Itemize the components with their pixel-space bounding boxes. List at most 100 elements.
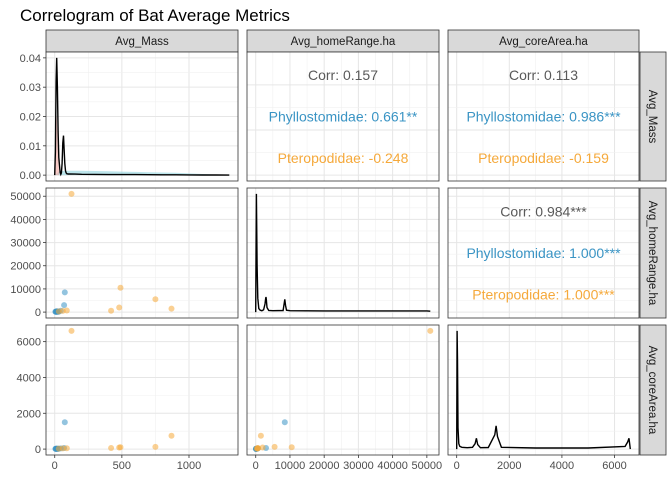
point-pteropodidae-1-0-5 bbox=[116, 304, 123, 311]
x-tick-label-2-1: 2000 bbox=[497, 460, 521, 472]
panel-border-0-2 bbox=[447, 51, 640, 182]
panel-background bbox=[46, 188, 238, 318]
panel-border-2-0 bbox=[45, 324, 239, 456]
panel-0-1 bbox=[247, 52, 439, 181]
panel-2-1 bbox=[247, 325, 439, 455]
panel-border-0-1 bbox=[246, 51, 440, 182]
panel-background bbox=[247, 188, 439, 318]
y-tick-label-0-3: 0.03 bbox=[20, 82, 41, 94]
point-phyllostomidae-1-0-10 bbox=[61, 302, 68, 309]
panel-background bbox=[448, 325, 639, 455]
row-strip-0 bbox=[639, 51, 667, 182]
panel-0-0 bbox=[46, 52, 238, 181]
correlation-text-1-2-2: Pteropodidae: 1.000*** bbox=[472, 287, 615, 303]
y-tick-label-2-3: 6000 bbox=[17, 337, 41, 349]
point-pteropodidae-2-1-5 bbox=[259, 444, 266, 451]
point-pteropodidae-1-0-4 bbox=[108, 307, 115, 314]
point-pteropodidae-1-0-2 bbox=[63, 307, 70, 314]
point-pteropodidae-2-1-7 bbox=[271, 443, 278, 450]
panel-background bbox=[46, 325, 238, 455]
row-strip-label-2: Avg_coreArea.ha bbox=[646, 346, 658, 435]
column-strip-label-1: Avg_homeRange.ha bbox=[291, 36, 396, 48]
row-strip-label-1: Avg_homeRange.ha bbox=[646, 201, 658, 306]
x-tick-label-0-0: 0 bbox=[52, 460, 58, 472]
panel-2-0 bbox=[46, 325, 238, 455]
y-tick-label-2-0: 0 bbox=[35, 444, 41, 456]
panel-1-0 bbox=[46, 188, 238, 318]
panel-1-2 bbox=[448, 188, 639, 318]
density-line-avg-mass bbox=[54, 57, 230, 177]
point-pteropodidae-1-0-7 bbox=[152, 296, 159, 303]
correlation-text-1-2-1: Phyllostomidae: 1.000*** bbox=[466, 245, 621, 261]
row-strip-1 bbox=[639, 187, 667, 319]
point-pteropodidae-2-1-3 bbox=[427, 327, 434, 334]
y-tick-label-1-4: 40000 bbox=[10, 214, 41, 226]
point-pteropodidae-2-1-4 bbox=[254, 445, 261, 451]
row-strip-2 bbox=[639, 324, 667, 456]
panel-background bbox=[448, 52, 639, 181]
x-tick-label-1-4: 40000 bbox=[377, 460, 408, 472]
row-strip-label-0: Avg_Mass bbox=[646, 90, 658, 144]
correlation-text-0-2-1: Phyllostomidae: 0.986*** bbox=[466, 109, 621, 125]
point-pteropodidae-1-0-3 bbox=[68, 190, 75, 197]
point-pteropodidae-2-0-6 bbox=[117, 444, 124, 451]
point-pteropodidae-1-0-8 bbox=[168, 305, 175, 312]
panel-background bbox=[247, 52, 439, 181]
correlation-text-0-2-0: Corr: 0.113 bbox=[509, 67, 578, 83]
point-phyllostomidae-1-0-11 bbox=[61, 289, 68, 296]
x-tick-label-2-2: 4000 bbox=[550, 460, 574, 472]
point-pteropodidae-1-0-6 bbox=[117, 284, 124, 291]
density-line-avg-homerange bbox=[255, 193, 431, 313]
y-tick-label-0-0: 0.00 bbox=[20, 170, 41, 182]
y-tick-label-1-3: 30000 bbox=[10, 238, 41, 250]
x-tick-label-1-3: 30000 bbox=[343, 460, 374, 472]
point-phyllostomidae-2-1-11 bbox=[281, 419, 288, 426]
panel-border-1-1 bbox=[246, 187, 440, 319]
x-tick-label-2-0: 0 bbox=[454, 460, 460, 472]
y-tick-label-1-0: 0 bbox=[35, 307, 41, 319]
point-pteropodidae-2-0-4 bbox=[108, 445, 115, 451]
panel-grid: Avg_Mass Avg_homeRange.ha Avg_coreArea.ha A… bbox=[10, 29, 667, 472]
correlation-text-0-1-1: Phyllostomidae: 0.661** bbox=[269, 109, 418, 125]
panel-border-2-2 bbox=[447, 324, 640, 456]
y-tick-label-0-2: 0.02 bbox=[20, 112, 41, 124]
y-tick-label-0-1: 0.01 bbox=[20, 141, 41, 153]
panel-2-2 bbox=[448, 325, 639, 455]
x-tick-label-1-0: 0 bbox=[253, 460, 259, 472]
point-pteropodidae-2-1-6 bbox=[288, 444, 295, 451]
point-pteropodidae-2-0-3 bbox=[68, 327, 75, 334]
x-tick-label-2-3: 6000 bbox=[602, 460, 626, 472]
panel-border-2-1 bbox=[246, 324, 440, 456]
correlation-text-0-2-2: Pteropodidae: -0.159 bbox=[478, 150, 609, 166]
point-pteropodidae-2-0-2 bbox=[63, 445, 70, 452]
correlation-text-0-1-0: Corr: 0.157 bbox=[308, 67, 378, 83]
y-tick-label-1-2: 20000 bbox=[10, 261, 41, 273]
correlation-text-1-2-0: Corr: 0.984*** bbox=[500, 203, 587, 219]
x-tick-label-1-2: 20000 bbox=[309, 460, 340, 472]
panel-border-1-0 bbox=[45, 187, 239, 319]
y-tick-label-2-1: 2000 bbox=[17, 408, 41, 420]
column-strip-label-0: Avg_Mass bbox=[115, 36, 169, 48]
panel-border-1-2 bbox=[447, 187, 640, 319]
y-tick-label-0-4: 0.04 bbox=[20, 53, 41, 65]
density-line-avg-corearea bbox=[456, 330, 631, 450]
panel-background bbox=[247, 325, 439, 455]
panel-1-1 bbox=[247, 188, 439, 318]
y-tick-label-1-5: 50000 bbox=[10, 191, 41, 203]
panel-0-2 bbox=[448, 52, 639, 181]
y-tick-label-2-2: 4000 bbox=[17, 372, 41, 384]
y-tick-label-1-1: 10000 bbox=[10, 284, 41, 296]
point-pteropodidae-2-0-7 bbox=[152, 443, 159, 450]
x-tick-label-1-5: 50000 bbox=[412, 460, 443, 472]
panel-background bbox=[448, 188, 639, 318]
point-pteropodidae-2-0-8 bbox=[168, 432, 175, 439]
correlation-text-0-1-2: Pteropodidae: -0.248 bbox=[278, 150, 409, 166]
column-strip-label-2: Avg_coreArea.ha bbox=[499, 36, 588, 48]
point-pteropodidae-2-1-8 bbox=[257, 432, 264, 439]
x-tick-label-0-1: 500 bbox=[113, 460, 131, 472]
point-phyllostomidae-2-0-11 bbox=[61, 419, 68, 426]
chart-title: Correlogram of Bat Average Metrics bbox=[20, 6, 290, 25]
x-tick-label-1-1: 10000 bbox=[275, 460, 306, 472]
